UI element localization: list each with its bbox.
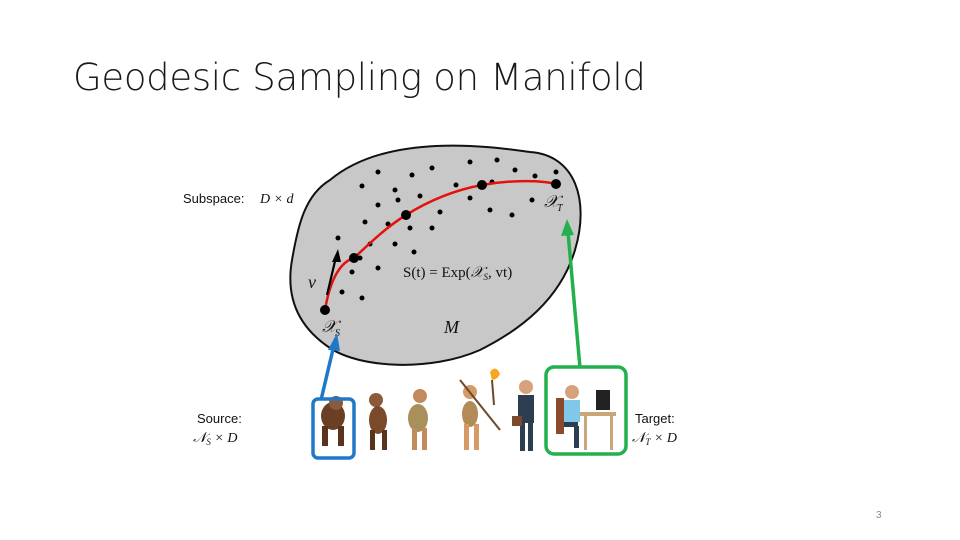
ape-icon bbox=[321, 396, 345, 446]
target-arrow bbox=[561, 219, 582, 369]
equation-lhs: S(t) = Exp( bbox=[403, 265, 471, 281]
office-worker-icon bbox=[556, 385, 616, 450]
caveman-torch-icon bbox=[459, 368, 501, 450]
svg-text:S(t) = Exp(𝒳S, vt): S(t) = Exp(𝒳S, vt) bbox=[403, 265, 512, 282]
source-arrow bbox=[319, 333, 340, 401]
page-number: 3 bbox=[876, 510, 882, 521]
target-box bbox=[544, 365, 628, 456]
target-point-subscript: T bbox=[557, 203, 564, 214]
caveman-icon bbox=[408, 389, 428, 450]
target-label: Target: bbox=[635, 411, 675, 426]
manifold-label: M bbox=[443, 317, 460, 337]
subspace-dim: D × d bbox=[259, 192, 295, 207]
geodesic-equation: S(t) = Exp(𝒳S, vt) bbox=[403, 265, 512, 282]
source-dimension: 𝒩S × D bbox=[193, 431, 237, 447]
equation-rhs: , vt) bbox=[488, 265, 512, 281]
subspace-label: Subspace: bbox=[183, 191, 244, 206]
target-dimension: 𝒩T × D bbox=[632, 431, 677, 447]
velocity-arrow bbox=[325, 249, 341, 296]
slide-title: Geodesic Sampling on Manifold bbox=[73, 56, 646, 99]
source-label: Source: bbox=[197, 411, 242, 426]
equation-x: 𝒳 bbox=[471, 265, 488, 281]
geodesic-points bbox=[320, 179, 561, 315]
evolution-figures bbox=[321, 368, 616, 451]
early-hominid-icon bbox=[369, 393, 387, 450]
equation-subscript: S bbox=[484, 272, 489, 282]
businessman-icon bbox=[512, 380, 534, 451]
manifold-shape bbox=[289, 144, 582, 366]
source-point-subscript: S bbox=[335, 328, 340, 339]
velocity-label: v bbox=[308, 272, 316, 292]
source-box bbox=[311, 397, 356, 460]
